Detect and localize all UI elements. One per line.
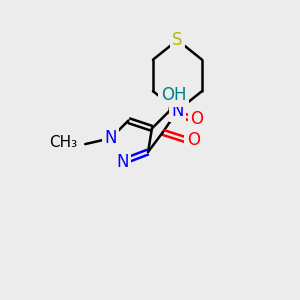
Text: CH₃: CH₃ <box>49 135 77 150</box>
Text: OH: OH <box>161 86 186 104</box>
Text: O: O <box>190 110 204 128</box>
Text: O: O <box>187 131 200 149</box>
Text: N: N <box>104 129 117 147</box>
Text: N: N <box>116 153 129 171</box>
Text: S: S <box>172 31 183 49</box>
Text: N: N <box>171 102 184 120</box>
